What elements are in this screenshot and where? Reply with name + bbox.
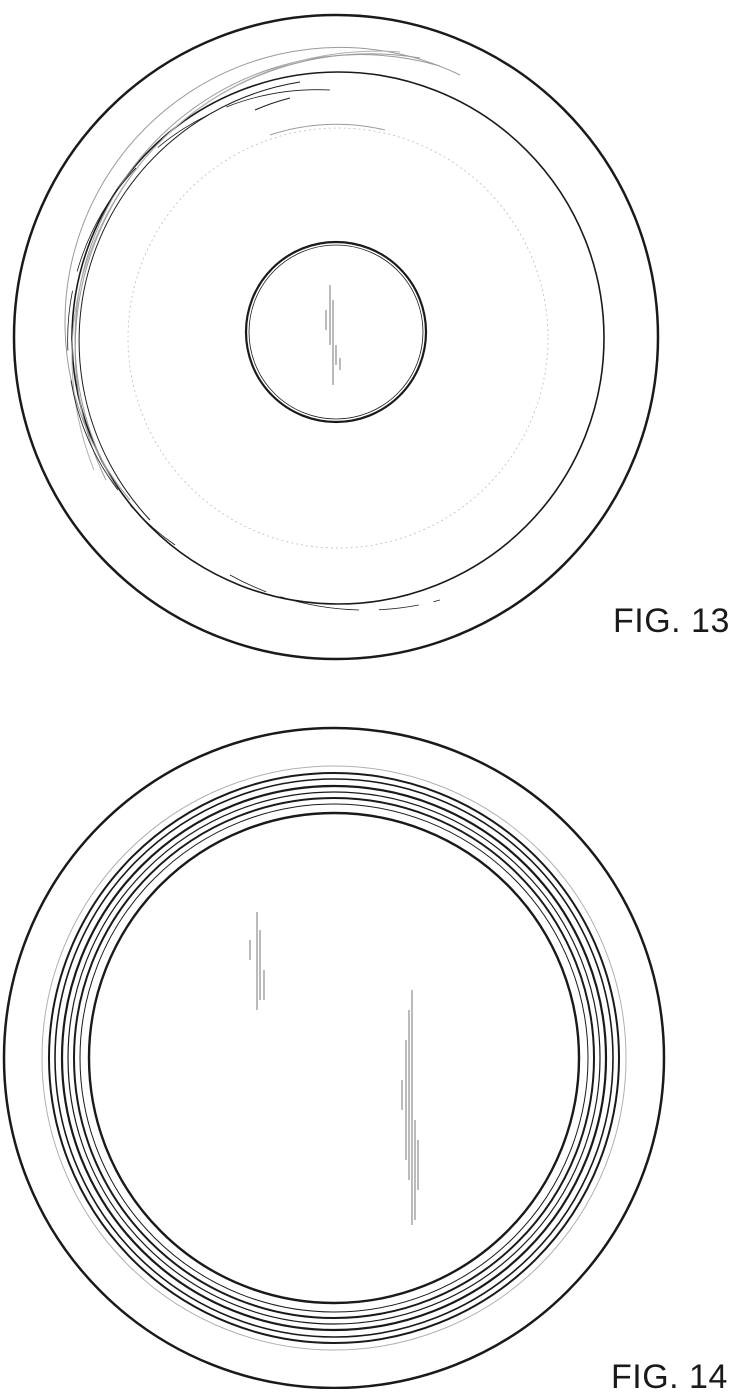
center-hub-inner (249, 245, 423, 419)
ring (68, 792, 600, 1324)
faint-ring (42, 766, 626, 1350)
ring (80, 804, 588, 1312)
inner-basin (128, 128, 548, 548)
figure-14-drawing (0, 700, 748, 1389)
figure-14-label: FIG. 14 (611, 1358, 728, 1397)
ring (49, 773, 619, 1343)
shading-arc (79, 82, 300, 520)
ring (74, 798, 594, 1318)
figure-13-label: FIG. 13 (613, 602, 730, 641)
outer-rim (14, 15, 658, 659)
shading-arc (72, 51, 400, 470)
figure-13-drawing (0, 0, 748, 680)
floor-highlight (250, 912, 418, 1225)
shading-arc (255, 98, 290, 110)
outer-rim (4, 728, 664, 1388)
hub-highlight (326, 285, 340, 385)
figure-14: FIG. 14 (0, 700, 748, 1389)
bowl-edge (72, 72, 604, 604)
shading-arc (68, 90, 330, 545)
ring (62, 786, 606, 1330)
center-hub (246, 242, 426, 422)
shading-arc (75, 55, 440, 490)
inner-floor (89, 813, 579, 1303)
shading-arc (270, 124, 385, 135)
figure-13: FIG. 13 (0, 0, 748, 680)
ring (55, 779, 613, 1337)
